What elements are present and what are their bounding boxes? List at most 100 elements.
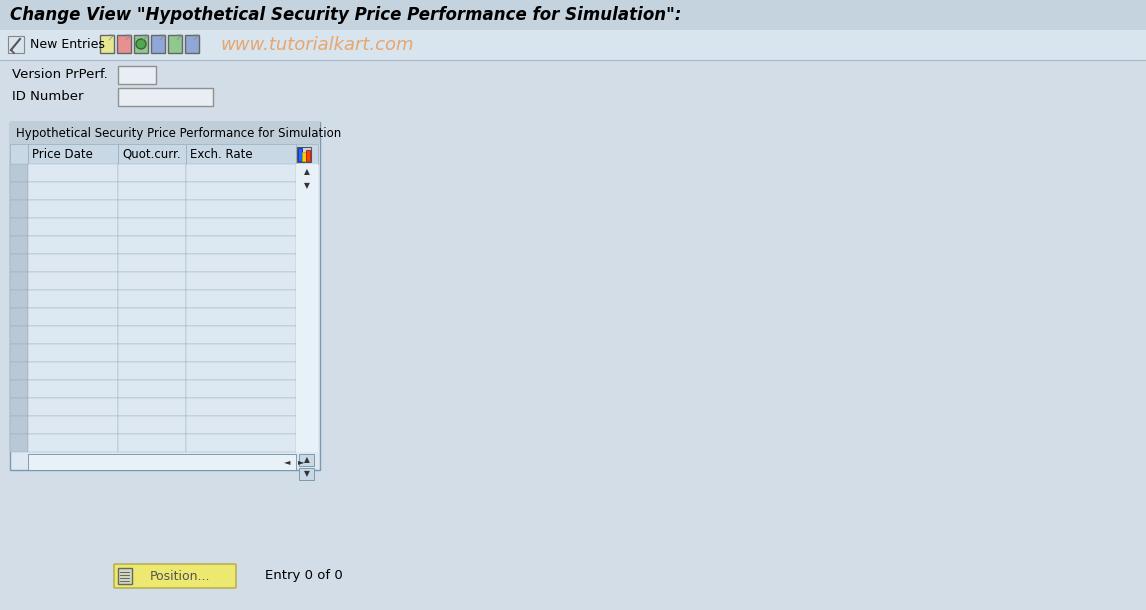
Bar xyxy=(10,254,28,272)
Text: New Entries: New Entries xyxy=(30,37,105,51)
Bar xyxy=(8,36,24,53)
Bar xyxy=(296,236,317,254)
Text: Price Date: Price Date xyxy=(32,148,93,160)
Bar xyxy=(118,164,186,182)
Bar xyxy=(10,416,28,434)
Bar xyxy=(10,182,28,200)
Bar xyxy=(28,164,118,182)
Bar xyxy=(296,290,317,308)
Bar xyxy=(0,0,1146,30)
Bar xyxy=(296,254,317,272)
Bar xyxy=(10,398,28,416)
Bar xyxy=(296,218,317,236)
Bar xyxy=(296,144,317,164)
Bar xyxy=(186,200,296,218)
Bar xyxy=(10,344,28,362)
Bar xyxy=(296,200,317,218)
Bar xyxy=(297,147,311,162)
Bar xyxy=(118,326,186,344)
Bar xyxy=(186,254,296,272)
FancyBboxPatch shape xyxy=(113,564,236,588)
Bar xyxy=(28,236,118,254)
Bar xyxy=(118,254,186,272)
Bar xyxy=(10,434,28,452)
Bar xyxy=(28,144,118,164)
Bar xyxy=(28,454,296,470)
Bar xyxy=(296,380,317,398)
Bar xyxy=(0,30,1146,60)
Bar xyxy=(186,380,296,398)
Bar xyxy=(186,144,296,164)
Text: www.tutorialkart.com: www.tutorialkart.com xyxy=(220,36,414,54)
Bar xyxy=(299,180,314,192)
Bar xyxy=(296,344,317,362)
Bar xyxy=(118,144,186,164)
Text: Hypothetical Security Price Performance for Simulation: Hypothetical Security Price Performance … xyxy=(16,126,342,140)
Bar xyxy=(28,308,118,326)
Bar xyxy=(186,272,296,290)
Text: ID Number: ID Number xyxy=(11,90,84,104)
Bar xyxy=(100,35,113,53)
Bar xyxy=(28,182,118,200)
Bar xyxy=(28,362,118,380)
Text: ►: ► xyxy=(298,458,304,467)
Bar xyxy=(186,308,296,326)
Text: ▲: ▲ xyxy=(304,168,309,176)
Bar xyxy=(10,362,28,380)
Bar xyxy=(118,308,186,326)
Bar xyxy=(117,35,131,53)
Bar xyxy=(28,416,118,434)
Bar xyxy=(118,218,186,236)
Bar xyxy=(118,344,186,362)
Bar xyxy=(28,254,118,272)
Bar xyxy=(186,344,296,362)
Bar xyxy=(118,88,213,106)
Bar xyxy=(118,272,186,290)
Bar xyxy=(28,218,118,236)
Bar xyxy=(299,454,314,466)
Bar xyxy=(297,182,316,452)
Bar xyxy=(186,326,296,344)
Bar xyxy=(296,326,317,344)
Bar xyxy=(10,236,28,254)
Bar xyxy=(299,166,314,178)
Bar xyxy=(151,35,165,53)
Bar xyxy=(186,182,296,200)
Bar xyxy=(296,416,317,434)
Bar xyxy=(10,122,320,470)
Bar xyxy=(296,398,317,416)
Bar xyxy=(28,272,118,290)
Text: Version PrPerf.: Version PrPerf. xyxy=(11,68,108,82)
Bar xyxy=(118,398,186,416)
Text: Quot.curr.: Quot.curr. xyxy=(121,148,181,160)
Text: ▼: ▼ xyxy=(304,470,309,478)
Bar xyxy=(299,468,314,480)
Bar xyxy=(10,308,28,326)
Bar xyxy=(28,344,118,362)
Bar xyxy=(118,380,186,398)
Bar xyxy=(296,164,317,182)
Text: Entry 0 of 0: Entry 0 of 0 xyxy=(265,570,343,583)
Bar xyxy=(118,416,186,434)
Bar xyxy=(10,164,28,182)
Bar xyxy=(28,380,118,398)
Bar xyxy=(118,434,186,452)
Bar xyxy=(298,148,303,161)
Bar xyxy=(186,362,296,380)
Text: ▲: ▲ xyxy=(304,456,309,464)
Bar xyxy=(10,218,28,236)
Bar xyxy=(186,416,296,434)
Text: Exch. Rate: Exch. Rate xyxy=(190,148,252,160)
Bar xyxy=(296,272,317,290)
Bar xyxy=(118,66,156,84)
Text: ◄: ◄ xyxy=(284,458,290,467)
Bar xyxy=(296,362,317,380)
Bar xyxy=(186,236,296,254)
Bar xyxy=(28,200,118,218)
Bar xyxy=(186,290,296,308)
Bar xyxy=(118,200,186,218)
Bar xyxy=(186,164,296,182)
Bar xyxy=(186,434,296,452)
Bar xyxy=(185,35,199,53)
Bar xyxy=(28,290,118,308)
